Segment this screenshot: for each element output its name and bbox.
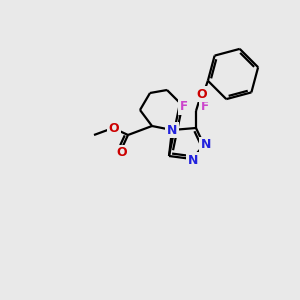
Text: N: N [188,154,198,166]
Text: F: F [201,100,209,113]
Text: F: F [180,100,188,113]
Text: O: O [197,88,207,100]
Text: N: N [201,139,211,152]
Text: N: N [167,124,177,136]
Text: O: O [109,122,119,134]
Text: O: O [117,146,127,160]
